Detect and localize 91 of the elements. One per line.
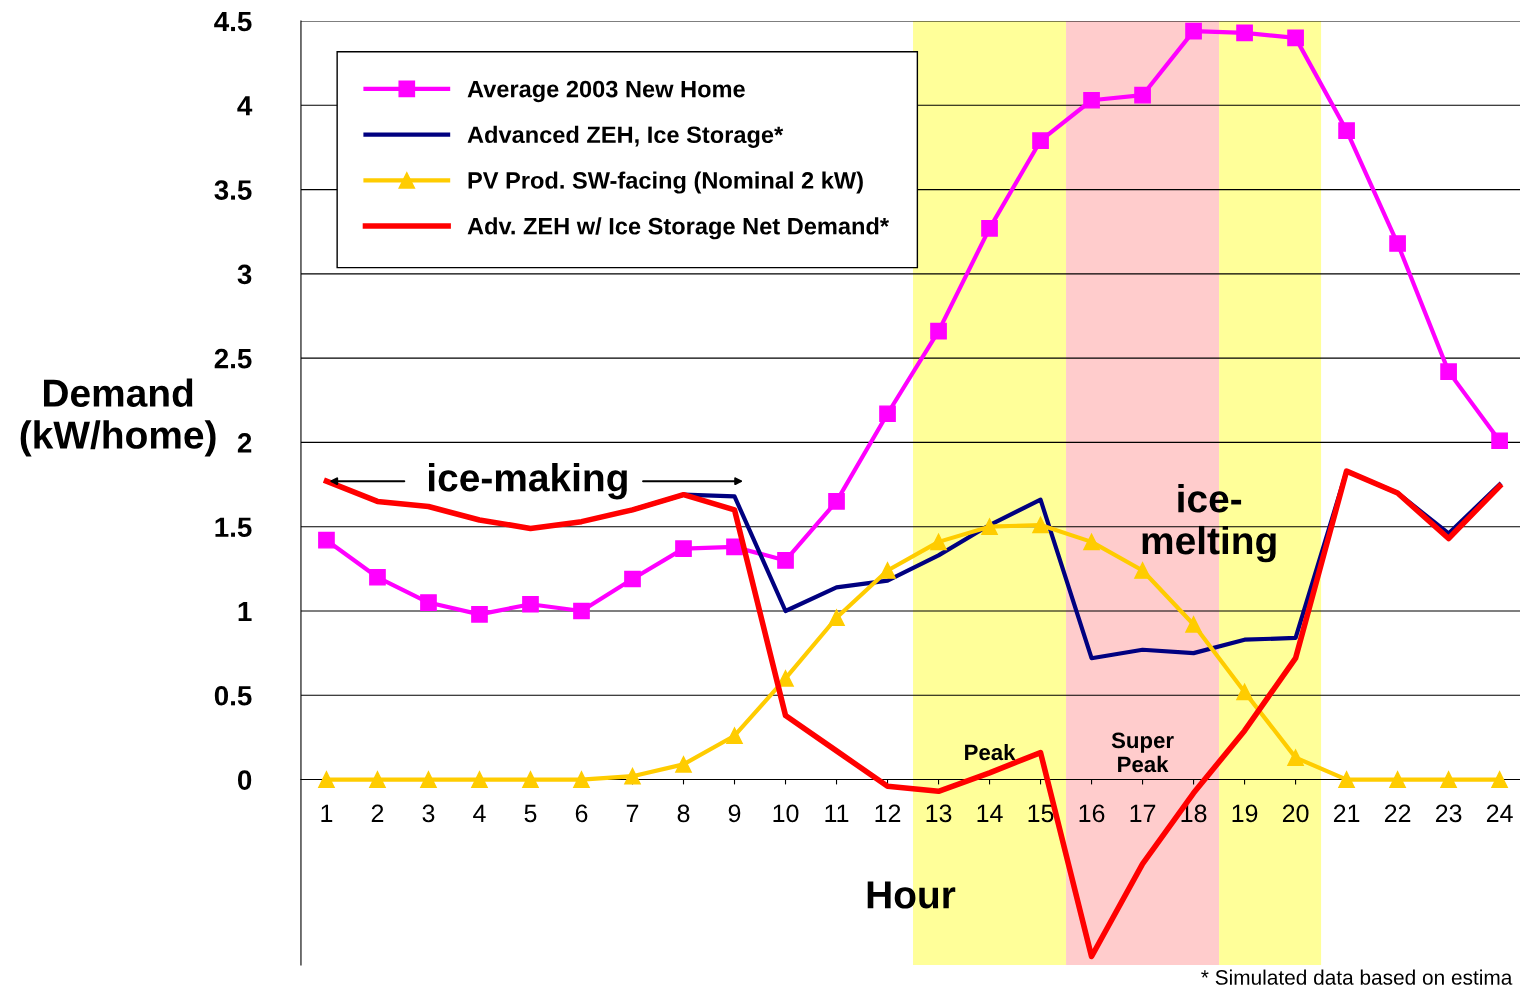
x-tick-label: 24 bbox=[1486, 804, 1513, 822]
point bbox=[1389, 235, 1406, 252]
x-tick-label: 4 bbox=[473, 804, 486, 822]
text: * Simulated data based on estima bbox=[1201, 969, 1513, 985]
y-tick-label: 1 bbox=[238, 601, 252, 622]
point bbox=[675, 540, 692, 557]
point bbox=[675, 756, 692, 773]
point bbox=[318, 771, 335, 788]
point bbox=[726, 727, 743, 745]
x-tick-label: 3 bbox=[422, 804, 435, 823]
point bbox=[879, 562, 896, 579]
point bbox=[471, 771, 488, 788]
point bbox=[981, 518, 998, 536]
x-tick-label: 17 bbox=[1130, 804, 1156, 822]
point bbox=[369, 771, 386, 788]
x-axis-title: Hour bbox=[867, 881, 956, 909]
x-tick-label: 21 bbox=[1333, 804, 1360, 822]
x-tick-label: 2 bbox=[371, 804, 384, 822]
point bbox=[1287, 749, 1304, 766]
x-tick-label: 23 bbox=[1435, 804, 1462, 823]
legend-label: Adv. ZEH w/ Ice Storage Net Demand* bbox=[467, 217, 890, 240]
x-tick-label: 22 bbox=[1384, 804, 1411, 822]
point bbox=[420, 771, 437, 788]
point bbox=[1032, 516, 1049, 534]
band-label: Super Peak bbox=[1111, 732, 1174, 773]
y-tick-label: 2.5 bbox=[214, 348, 252, 369]
point bbox=[1440, 363, 1457, 380]
point bbox=[1389, 771, 1406, 788]
x-tick-label: 5 bbox=[524, 804, 537, 823]
point bbox=[879, 405, 896, 423]
point bbox=[1134, 86, 1151, 104]
point bbox=[624, 767, 641, 785]
legend-label: Advanced ZEH, Ice Storage* bbox=[467, 125, 784, 148]
point bbox=[1032, 132, 1049, 150]
x-tick-label: 20 bbox=[1282, 804, 1309, 823]
point bbox=[369, 568, 386, 586]
x-tick-label: 8 bbox=[677, 804, 690, 823]
point bbox=[1134, 562, 1151, 579]
point bbox=[1083, 91, 1100, 109]
point bbox=[1491, 432, 1508, 450]
point bbox=[1287, 29, 1304, 47]
y-axis-title: Demand (kW/home) bbox=[20, 378, 216, 457]
point bbox=[522, 595, 539, 613]
point bbox=[318, 531, 335, 549]
y-tick-label: 0 bbox=[238, 770, 252, 790]
point bbox=[1185, 22, 1202, 40]
x-tick-label: 6 bbox=[575, 804, 588, 823]
annotation: ice- melting bbox=[1142, 484, 1276, 563]
band-label: Peak bbox=[965, 743, 1016, 761]
point bbox=[573, 771, 590, 788]
point bbox=[777, 552, 794, 569]
legend-label: Average 2003 New Home bbox=[467, 80, 745, 103]
legend-label: PV Prod. SW-facing (Nominal 2 kW) bbox=[468, 171, 863, 194]
point bbox=[930, 533, 947, 551]
point bbox=[420, 594, 437, 611]
x-tick-label: 11 bbox=[825, 804, 849, 822]
x-tick-label: 16 bbox=[1079, 804, 1105, 823]
y-tick-label: 4 bbox=[237, 96, 253, 116]
point bbox=[930, 322, 947, 340]
point bbox=[624, 570, 641, 588]
point bbox=[1083, 533, 1100, 551]
point bbox=[1338, 122, 1355, 139]
x-tick-label: 10 bbox=[773, 804, 799, 823]
y-tick-label: 3.5 bbox=[214, 180, 252, 200]
x-tick-label: 7 bbox=[626, 804, 639, 822]
point bbox=[981, 220, 998, 237]
point bbox=[1440, 771, 1457, 788]
y-tick-label: 1.5 bbox=[215, 517, 252, 538]
y-tick-label: 3 bbox=[237, 264, 252, 285]
point bbox=[1491, 771, 1508, 788]
y-tick-label: 2 bbox=[237, 433, 252, 453]
point bbox=[1338, 771, 1355, 788]
point bbox=[573, 602, 590, 620]
x-tick-label: 19 bbox=[1232, 804, 1258, 823]
y-tick-label: 4.5 bbox=[214, 11, 252, 32]
point bbox=[1236, 24, 1253, 42]
point bbox=[471, 606, 488, 623]
point bbox=[1185, 616, 1202, 633]
point bbox=[828, 609, 845, 627]
x-tick-label: 14 bbox=[977, 804, 1003, 822]
x-tick-label: 1 bbox=[321, 804, 333, 822]
point bbox=[777, 670, 794, 687]
point bbox=[828, 493, 845, 510]
x-tick-label: 13 bbox=[926, 804, 952, 823]
point bbox=[522, 771, 539, 788]
point bbox=[1236, 683, 1253, 701]
x-tick-label: 9 bbox=[728, 804, 741, 823]
y-tick-label: 0.5 bbox=[214, 685, 252, 706]
x-tick-label: 12 bbox=[875, 804, 901, 822]
annotation: ice-making bbox=[429, 462, 627, 500]
x-tick-label: 15 bbox=[1028, 804, 1054, 823]
